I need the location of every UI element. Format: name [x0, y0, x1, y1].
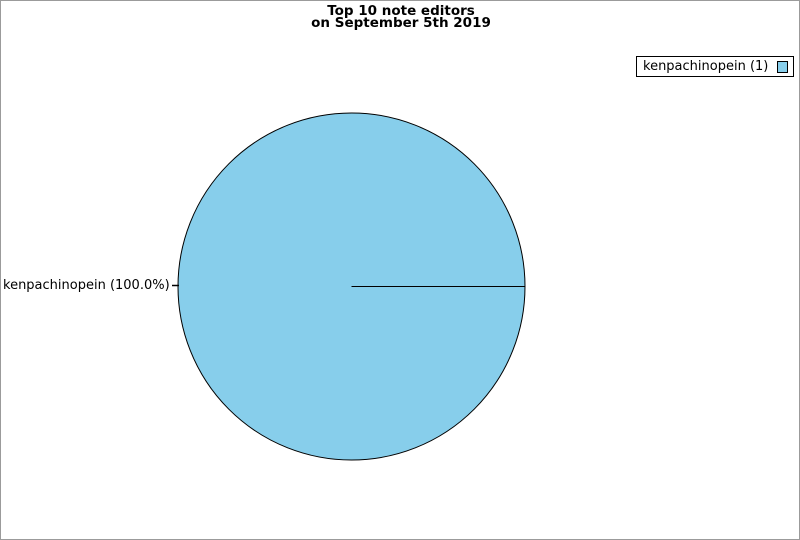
chart-title-line-2: on September 5th 2019 [311, 15, 491, 31]
legend-swatch-icon [777, 60, 788, 73]
chart-title-line-1: Top 10 note editors [327, 3, 475, 19]
chart-title: Top 10 note editors on September 5th 2019 [1, 3, 799, 31]
slice-label: kenpachinopein (100.0%) [3, 278, 170, 293]
legend-entry-label: kenpachinopein (1) [643, 59, 769, 74]
legend-entry: kenpachinopein (1) [643, 59, 788, 74]
legend: kenpachinopein (1) [636, 56, 794, 77]
